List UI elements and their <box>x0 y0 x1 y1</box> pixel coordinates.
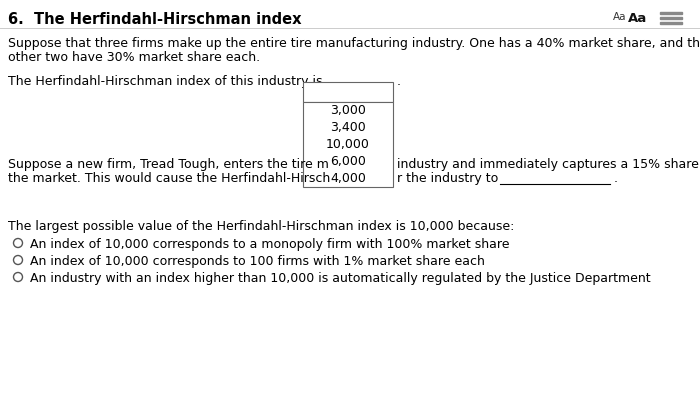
Bar <box>303 102 393 187</box>
Text: 4,000: 4,000 <box>330 172 366 185</box>
Text: other two have 30% market share each.: other two have 30% market share each. <box>8 51 260 64</box>
Text: An index of 10,000 corresponds to 100 firms with 1% market share each: An index of 10,000 corresponds to 100 fi… <box>30 255 485 268</box>
Text: .: . <box>397 75 401 88</box>
Text: Aa: Aa <box>613 12 626 22</box>
Text: An industry with an index higher than 10,000 is automatically regulated by the J: An industry with an index higher than 10… <box>30 272 650 285</box>
Text: 3,400: 3,400 <box>330 121 366 134</box>
Bar <box>660 16 682 19</box>
Text: the market. This would cause the Herfindahl-Hirsch: the market. This would cause the Herfind… <box>8 172 330 185</box>
Text: r the industry to: r the industry to <box>397 172 498 185</box>
Circle shape <box>13 239 22 248</box>
Text: Suppose that three firms make up the entire tire manufacturing industry. One has: Suppose that three firms make up the ent… <box>8 37 700 50</box>
Text: 6,000: 6,000 <box>330 155 366 168</box>
Text: industry and immediately captures a 15% share of: industry and immediately captures a 15% … <box>397 158 700 171</box>
Text: Aa: Aa <box>628 12 648 25</box>
Text: The largest possible value of the Herfindahl-Hirschman index is 10,000 because:: The largest possible value of the Herfin… <box>8 220 514 233</box>
Bar <box>660 21 682 24</box>
Text: Suppose a new firm, Tread Tough, enters the tire m: Suppose a new firm, Tread Tough, enters … <box>8 158 329 171</box>
Bar <box>303 82 393 102</box>
Text: An index of 10,000 corresponds to a monopoly firm with 100% market share: An index of 10,000 corresponds to a mono… <box>30 238 510 251</box>
Text: The Herfindahl-Hirschman index of this industry is: The Herfindahl-Hirschman index of this i… <box>8 75 323 88</box>
Circle shape <box>13 255 22 265</box>
Text: 10,000: 10,000 <box>326 138 370 151</box>
Circle shape <box>13 272 22 281</box>
Text: 6.  The Herfindahl-Hirschman index: 6. The Herfindahl-Hirschman index <box>8 12 302 27</box>
Text: 3,000: 3,000 <box>330 104 366 117</box>
Bar <box>660 12 682 14</box>
Text: .: . <box>614 172 618 185</box>
